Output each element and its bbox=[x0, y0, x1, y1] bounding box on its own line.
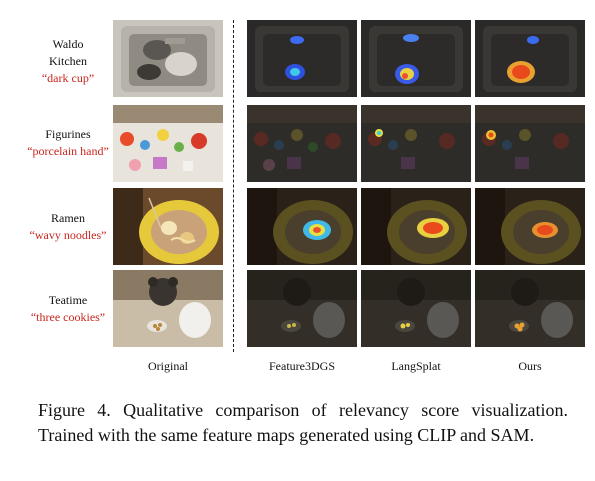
scene-name: Kitchen bbox=[49, 54, 87, 68]
scene-name: Waldo bbox=[52, 37, 84, 51]
dashed-separator bbox=[233, 20, 234, 352]
query-text: “porcelain hand” bbox=[27, 144, 109, 158]
image-feature3dgs-waldo-kitchen bbox=[247, 20, 357, 97]
scene-name: Teatime bbox=[48, 293, 88, 307]
scene-name: Ramen bbox=[51, 211, 85, 225]
figure-caption: Figure 4. Qualitative comparison of rele… bbox=[38, 400, 568, 445]
image-ours-ramen bbox=[475, 188, 585, 265]
image-ours-figurines bbox=[475, 105, 585, 182]
image-original-waldo-kitchen bbox=[113, 20, 223, 97]
image-feature3dgs-teatime bbox=[247, 270, 357, 347]
image-original-ramen bbox=[113, 188, 223, 265]
column-label-feature3dgs: Feature3DGS bbox=[269, 359, 335, 373]
column-label-ours: Ours bbox=[518, 359, 542, 373]
figure: Waldo Kitchen “dark cup” Figurines “porc… bbox=[20, 20, 585, 373]
image-ours-teatime bbox=[475, 270, 585, 347]
query-text: “dark cup” bbox=[41, 71, 95, 85]
column-label-original: Original bbox=[148, 359, 188, 373]
query-text: “wavy noodles” bbox=[29, 228, 107, 242]
image-original-teatime bbox=[113, 270, 223, 347]
image-langsplat-figurines bbox=[361, 105, 471, 182]
column-label-langsplat: LangSplat bbox=[391, 359, 441, 373]
scene-name: Figurines bbox=[45, 127, 91, 141]
image-feature3dgs-ramen bbox=[247, 188, 357, 265]
image-ours-waldo-kitchen bbox=[475, 20, 585, 97]
image-langsplat-ramen bbox=[361, 188, 471, 265]
row-label-ramen: Ramen “wavy noodles” bbox=[20, 210, 116, 244]
row-label-waldo-kitchen: Waldo Kitchen “dark cup” bbox=[20, 36, 116, 87]
row-label-teatime: Teatime “three cookies” bbox=[20, 292, 116, 326]
query-text: “three cookies” bbox=[30, 310, 106, 324]
image-langsplat-waldo-kitchen bbox=[361, 20, 471, 97]
row-label-figurines: Figurines “porcelain hand” bbox=[20, 126, 116, 160]
image-original-figurines bbox=[113, 105, 223, 182]
image-langsplat-teatime bbox=[361, 270, 471, 347]
image-feature3dgs-figurines bbox=[247, 105, 357, 182]
